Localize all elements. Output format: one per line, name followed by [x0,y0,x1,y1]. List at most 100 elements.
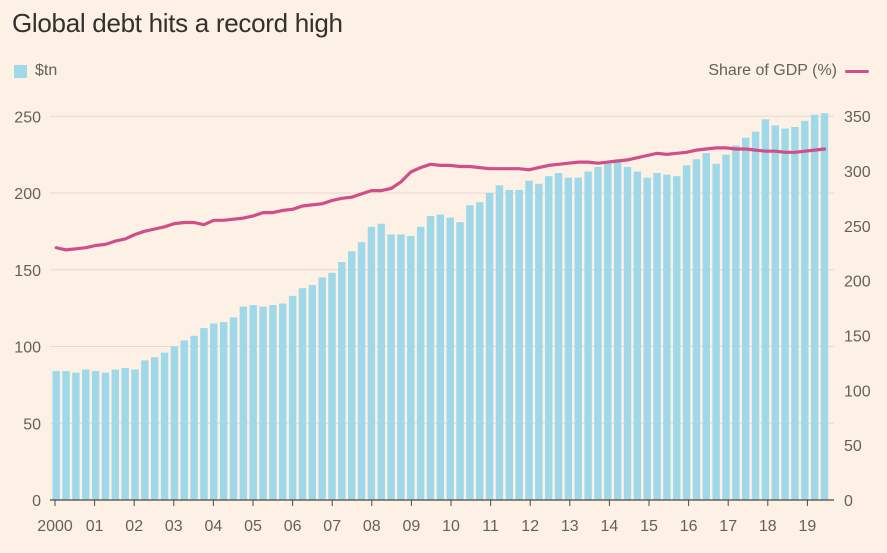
x-axis-tick-label: 02 [125,518,143,535]
bar [466,205,474,500]
bar [801,120,809,500]
bar [663,174,671,500]
x-axis-tick-label: 19 [799,518,817,535]
x-axis-tick-label: 12 [521,518,539,535]
x-axis-tick-label: 03 [165,518,183,535]
right-axis-tick-label: 50 [844,438,862,455]
bar [259,306,267,500]
x-axis-tick-label: 01 [86,518,104,535]
bar [810,114,819,500]
left-axis-tick-label: 50 [23,416,41,433]
bar [515,189,523,500]
bar [653,173,661,501]
bar [180,340,188,500]
bar [771,125,779,501]
legend-debt-label: $tn [35,62,58,79]
bar [151,357,159,500]
x-axis-tick-label: 15 [640,518,658,535]
bar [62,371,70,500]
bar [594,166,602,500]
bar [820,113,829,501]
right-axis-tick-label: 300 [844,164,871,181]
bar [476,202,484,500]
bar [712,163,720,500]
bar [446,217,454,500]
bar [141,360,149,500]
bar [742,137,750,501]
bar [781,128,789,500]
bar [298,288,307,500]
x-axis-tick-label: 07 [323,518,341,535]
left-axis-tick-label: 150 [14,263,41,280]
bar [377,223,385,500]
left-axis-tick-label: 0 [32,493,41,510]
bar [416,226,425,500]
bar [219,321,228,500]
x-axis-tick-label: 18 [759,518,777,535]
bar [367,226,376,500]
bar [397,234,405,500]
bar [338,262,346,500]
bar [82,369,90,500]
x-axis-tick-label: 2000 [37,518,73,535]
right-axis-tick-label: 0 [844,493,853,510]
bar [613,159,622,501]
left-axis-tick-label: 100 [14,340,41,357]
bar [436,214,445,501]
gdp-share-line [54,146,827,252]
bar [269,305,277,500]
bar [564,177,573,500]
bar [643,177,651,500]
right-axis-tick-label: 350 [844,109,871,126]
bar [101,372,110,500]
bar [52,371,60,500]
legend-debt: $tn [14,62,57,80]
bar [623,166,632,500]
bar [229,317,238,500]
legend-bar-swatch [14,64,27,78]
bar [633,171,642,500]
bar [131,369,139,500]
bar [505,189,513,500]
x-axis-tick-label: 14 [601,518,619,535]
left-axis-tick-label: 200 [14,186,41,203]
bar [682,165,691,500]
bar [318,277,326,500]
right-axis-tick-label: 250 [844,219,871,236]
bar [387,234,395,500]
bar [170,346,179,500]
right-axis-tick-label: 200 [844,274,871,291]
bar [574,177,582,500]
bar [791,126,799,501]
bar [407,235,415,501]
bar [604,163,612,500]
x-axis-tick-label: 05 [244,518,262,535]
bar [249,305,257,500]
bar [495,185,504,500]
legend-gdp-label: Share of GDP (%) [708,62,837,79]
bar [751,131,760,500]
bar [210,323,218,500]
bar [456,222,464,501]
chart-title: Global debt hits a record high [12,8,343,38]
bar [525,180,533,500]
bar [72,372,80,500]
right-axis-tick-label: 100 [844,383,871,400]
right-axis-tick-label: 150 [844,328,871,345]
bar [279,303,287,500]
bar [584,171,592,500]
x-axis-tick-label: 08 [363,518,381,535]
x-axis-tick-label: 11 [482,518,499,535]
legend-gdp-share: Share of GDP (%) [708,62,869,80]
bar [673,176,681,501]
bar [121,367,129,500]
x-axis-tick-label: 16 [680,518,698,535]
bar [160,352,169,500]
bar [761,119,770,500]
x-axis-tick-label: 10 [442,518,460,535]
x-axis-tick-label: 17 [719,518,737,535]
bar [535,183,543,501]
bar [328,272,336,500]
x-axis-tick-label: 13 [561,518,579,535]
bar [692,159,701,501]
